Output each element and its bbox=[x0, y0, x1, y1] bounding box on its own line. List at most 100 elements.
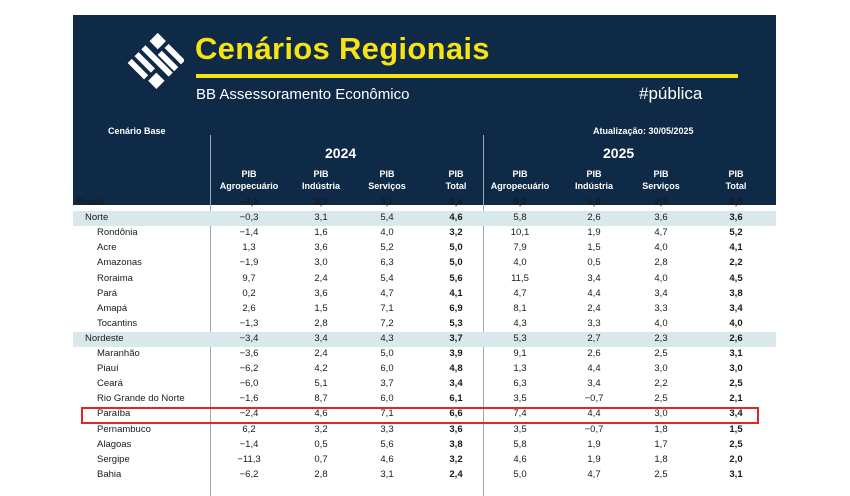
table-cell: 6,0 bbox=[380, 363, 394, 375]
row-label: Piauí bbox=[97, 363, 119, 375]
table-cell: 1,5 bbox=[587, 242, 601, 254]
table-cell: 4,6 bbox=[449, 212, 463, 224]
table-cell: 2,6 bbox=[587, 212, 601, 224]
table-cell: 3,1 bbox=[729, 348, 743, 359]
row-label: Alagoas bbox=[97, 438, 132, 450]
table-cell: 3,2 bbox=[449, 227, 463, 239]
column-header: PIB Total bbox=[696, 168, 776, 192]
table-cell: 3,5 bbox=[513, 423, 527, 435]
table-cell: 1,9 bbox=[587, 197, 601, 208]
table-cell: 3,2 bbox=[449, 453, 463, 465]
table-cell: 3,4 bbox=[654, 287, 668, 299]
table-cell: 5,3 bbox=[449, 317, 463, 329]
report-panel: Cenários Regionais BB Assessoramento Eco… bbox=[73, 15, 776, 496]
row-label: Ceará bbox=[97, 378, 123, 390]
table-cell: 8,2 bbox=[513, 197, 527, 208]
table-cell: 3,6 bbox=[729, 212, 743, 224]
table-cell: 6,0 bbox=[380, 393, 394, 405]
table-cell: 2,1 bbox=[729, 393, 743, 405]
column-header-line: Agropecuário bbox=[219, 181, 279, 191]
table-cell: 4,8 bbox=[449, 363, 463, 375]
table-cell: 3,0 bbox=[729, 363, 743, 375]
table-cell: 2,3 bbox=[654, 197, 668, 208]
column-header: PIB Agropecuário bbox=[209, 168, 289, 192]
table-cell: 4,4 bbox=[587, 408, 601, 420]
column-header-line: Indústria bbox=[301, 181, 340, 191]
column-header: PIB Serviços bbox=[621, 168, 701, 192]
table-cell: 3,3 bbox=[314, 197, 328, 208]
table-cell: 4,6 bbox=[380, 453, 394, 465]
column-divider bbox=[483, 135, 484, 496]
table-cell: 4,7 bbox=[654, 227, 668, 239]
table-cell: 1,5 bbox=[314, 302, 328, 314]
table-cell: 2,8 bbox=[314, 317, 328, 329]
table-cell: 7,1 bbox=[380, 408, 394, 420]
table-cell: 4,0 bbox=[654, 272, 668, 284]
table-cell: 6,2 bbox=[242, 423, 256, 435]
table-cell: 3,3 bbox=[587, 317, 601, 329]
table-row: Pernambuco 6,2 3,2 3,3 3,6 3,5 −0,7 1,8 1,5 bbox=[73, 423, 776, 438]
table-cell: 4,3 bbox=[380, 332, 394, 344]
row-label: Pernambuco bbox=[97, 423, 151, 435]
table-row: Piauí −6,2 4,2 6,0 4,8 1,3 4,4 3,0 3,0 bbox=[73, 362, 776, 377]
table-cell: 5,3 bbox=[513, 332, 527, 344]
table-cell: −6,2 bbox=[239, 363, 259, 375]
table-cell: 2,6 bbox=[729, 332, 743, 344]
table-cell: 9,7 bbox=[242, 272, 256, 284]
table-cell: −11,3 bbox=[237, 453, 261, 465]
table-cell: −3,4 bbox=[239, 332, 259, 344]
table-cell: −1,6 bbox=[239, 393, 259, 405]
table-cell: 5,4 bbox=[380, 272, 394, 284]
table-cell: 4,0 bbox=[654, 317, 668, 329]
column-header-line: Serviços bbox=[642, 181, 680, 191]
table-cell: 2,4 bbox=[449, 468, 463, 480]
table-cell: 5,0 bbox=[449, 257, 463, 269]
table-cell: 3,0 bbox=[654, 363, 668, 375]
table-cell: 3,1 bbox=[380, 468, 394, 480]
column-header-line: PIB bbox=[379, 169, 395, 179]
table-cell: 0,7 bbox=[314, 453, 328, 465]
table-cell: 3,7 bbox=[380, 197, 394, 208]
column-header-line: PIB bbox=[512, 169, 528, 179]
table-cell: 7,9 bbox=[513, 242, 527, 254]
row-label: Bahia bbox=[97, 468, 122, 480]
table-row: Paraíba −2,4 4,6 7,1 6,6 7,4 4,4 3,0 3,4 bbox=[73, 407, 776, 422]
column-header-line: PIB bbox=[653, 169, 669, 179]
header-banner: Cenários Regionais BB Assessoramento Eco… bbox=[73, 15, 776, 123]
table-cell: 5,2 bbox=[729, 227, 743, 239]
scenario-label: Cenário Base bbox=[108, 126, 166, 136]
table-row: Amazonas −1,9 3,0 6,3 5,0 4,0 0,5 2,8 2,2 bbox=[73, 256, 776, 271]
table-cell: 3,4 bbox=[587, 272, 601, 284]
table-cell: 4,3 bbox=[513, 317, 527, 329]
table-cell: 5,1 bbox=[314, 378, 328, 390]
column-header: PIB Serviços bbox=[347, 168, 427, 192]
table-cell: 9,1 bbox=[513, 348, 527, 359]
column-header: PIB Agropecuário bbox=[480, 168, 560, 192]
row-label: Amapá bbox=[97, 302, 128, 314]
table-cell: 2,5 bbox=[729, 438, 743, 450]
table-cell: 3,5 bbox=[513, 393, 527, 405]
hashtag: #pública bbox=[639, 84, 703, 103]
page-title: Cenários Regionais bbox=[195, 31, 490, 66]
table-cell: 3,4 bbox=[729, 302, 743, 314]
table-cell: 5,0 bbox=[513, 468, 527, 480]
column-header: PIB Total bbox=[416, 168, 496, 192]
row-label: Rio Grande do Norte bbox=[97, 393, 185, 405]
table-cell: 1,8 bbox=[654, 423, 668, 435]
table-cell: 5,0 bbox=[380, 348, 394, 359]
table-cell: 1,9 bbox=[587, 453, 601, 465]
table-cell: 5,4 bbox=[380, 212, 394, 224]
table-cell: −1,9 bbox=[239, 257, 259, 269]
table-cell: −1,3 bbox=[239, 317, 259, 329]
column-divider bbox=[210, 135, 211, 496]
row-label: Nordeste bbox=[85, 332, 124, 344]
table-cell: 10,1 bbox=[510, 227, 530, 239]
table-cell: 6,6 bbox=[449, 408, 463, 420]
column-header-line: Agropecuário bbox=[490, 181, 550, 191]
table-cell: 3,8 bbox=[729, 287, 743, 299]
table-cell: 4,5 bbox=[729, 272, 743, 284]
table-cell: 2,5 bbox=[654, 348, 668, 359]
table-cell: −0,7 bbox=[584, 393, 604, 405]
table-cell: 3,4 bbox=[729, 408, 743, 420]
table-row: Alagoas −1,4 0,5 5,6 3,8 5,8 1,9 1,7 2,5 bbox=[73, 438, 776, 453]
